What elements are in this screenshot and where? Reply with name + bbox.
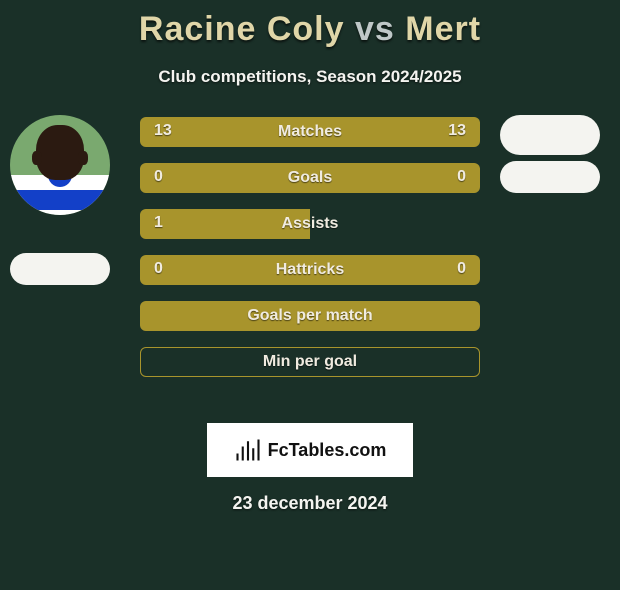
title-player2: Mert <box>405 10 481 48</box>
stat-rows: 13 Matches 13 0 Goals 0 1 Assists 0 Hattricks 0 Goa… <box>140 117 480 393</box>
player-left-name-placeholder <box>10 253 110 285</box>
stat-label: Goals <box>288 169 332 187</box>
footer-date: 23 december 2024 <box>0 493 620 514</box>
stat-value-left: 0 <box>154 260 163 278</box>
stat-row: Min per goal <box>140 347 480 377</box>
stat-row: 0 Goals 0 <box>140 163 480 193</box>
player-left <box>10 115 110 285</box>
stat-value-right: 0 <box>457 168 466 186</box>
stat-label: Goals per match <box>247 307 372 325</box>
subtitle: Club competitions, Season 2024/2025 <box>0 67 620 87</box>
player-right <box>500 115 600 193</box>
page-title: Racine Coly vs Mert <box>0 10 620 49</box>
comparison-stage: 13 Matches 13 0 Goals 0 1 Assists 0 Hattricks 0 Goa… <box>0 115 620 415</box>
player-right-avatar-placeholder <box>500 115 600 155</box>
stat-value-left: 0 <box>154 168 163 186</box>
stat-row: 0 Hattricks 0 <box>140 255 480 285</box>
bars-icon <box>234 436 262 464</box>
stat-row: Goals per match <box>140 301 480 331</box>
title-player1: Racine Coly <box>139 10 345 48</box>
stat-label: Assists <box>282 215 339 233</box>
stat-row: 1 Assists <box>140 209 480 239</box>
stat-value-left: 13 <box>154 122 172 140</box>
stat-row: 13 Matches 13 <box>140 117 480 147</box>
stat-value-left: 1 <box>154 214 163 232</box>
player-right-name-placeholder <box>500 161 600 193</box>
stat-label: Hattricks <box>276 261 344 279</box>
stat-label: Min per goal <box>263 353 357 371</box>
player-left-avatar <box>10 115 110 215</box>
brand-label: FcTables.com <box>268 440 387 461</box>
stat-value-right: 13 <box>448 122 466 140</box>
brand-box: FcTables.com <box>207 423 413 477</box>
title-vs: vs <box>355 10 395 48</box>
stat-label: Matches <box>278 123 342 141</box>
stat-value-right: 0 <box>457 260 466 278</box>
